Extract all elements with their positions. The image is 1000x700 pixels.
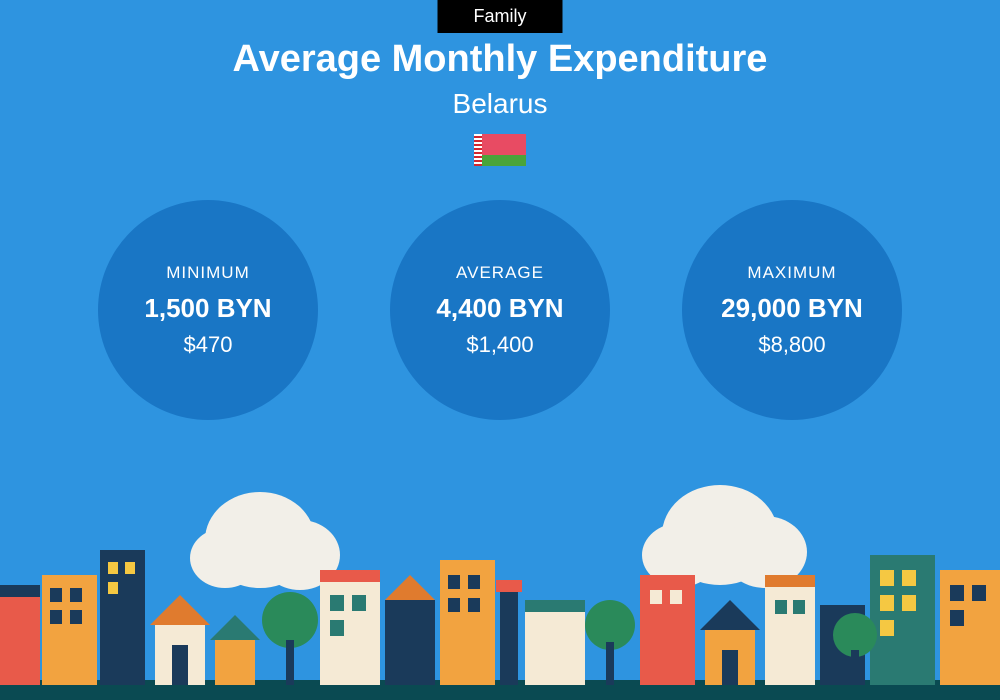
stat-usd: $8,800 — [758, 332, 825, 358]
page-subtitle: Belarus — [0, 88, 1000, 120]
stat-maximum: MAXIMUM 29,000 BYN $8,800 — [682, 200, 902, 420]
stat-value: 29,000 BYN — [721, 293, 863, 324]
stat-label: MINIMUM — [166, 263, 249, 283]
tab-label: Family — [474, 6, 527, 26]
stat-usd: $470 — [184, 332, 233, 358]
stat-minimum: MINIMUM 1,500 BYN $470 — [98, 200, 318, 420]
cityscape-illustration — [0, 480, 1000, 700]
stat-label: MAXIMUM — [747, 263, 836, 283]
stat-value: 4,400 BYN — [436, 293, 563, 324]
page-title: Average Monthly Expenditure — [0, 38, 1000, 81]
stat-average: AVERAGE 4,400 BYN $1,400 — [390, 200, 610, 420]
stats-row: MINIMUM 1,500 BYN $470 AVERAGE 4,400 BYN… — [0, 200, 1000, 420]
flag-icon — [474, 134, 526, 166]
stat-usd: $1,400 — [466, 332, 533, 358]
stat-value: 1,500 BYN — [144, 293, 271, 324]
stat-label: AVERAGE — [456, 263, 544, 283]
category-tab: Family — [438, 0, 563, 33]
